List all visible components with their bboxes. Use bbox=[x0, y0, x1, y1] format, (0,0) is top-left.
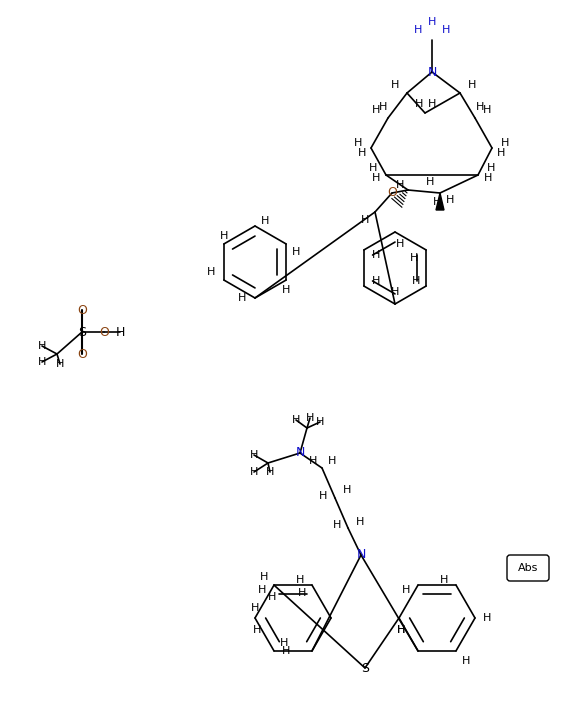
Text: H: H bbox=[372, 105, 380, 115]
Text: H: H bbox=[433, 197, 441, 207]
Text: H: H bbox=[250, 467, 258, 477]
Text: H: H bbox=[426, 177, 434, 187]
Text: H: H bbox=[250, 450, 258, 460]
Text: H: H bbox=[391, 80, 399, 90]
Text: H: H bbox=[260, 572, 268, 582]
Text: H: H bbox=[115, 325, 125, 339]
Text: H: H bbox=[268, 592, 276, 602]
Text: H: H bbox=[476, 102, 484, 112]
Text: H: H bbox=[391, 287, 399, 297]
Text: H: H bbox=[468, 80, 476, 90]
Text: H: H bbox=[440, 575, 448, 585]
Text: H: H bbox=[484, 173, 492, 183]
Text: H: H bbox=[372, 250, 380, 260]
Text: H: H bbox=[397, 625, 405, 635]
Text: H: H bbox=[446, 195, 454, 205]
Text: H: H bbox=[428, 99, 436, 109]
Text: H: H bbox=[251, 603, 259, 613]
Text: H: H bbox=[316, 417, 324, 427]
Text: H: H bbox=[280, 638, 288, 648]
Text: H: H bbox=[220, 231, 228, 241]
Text: H: H bbox=[333, 520, 341, 530]
Text: H: H bbox=[258, 585, 266, 595]
Text: H: H bbox=[38, 357, 46, 367]
Text: H: H bbox=[298, 588, 306, 598]
Text: H: H bbox=[266, 467, 274, 477]
Polygon shape bbox=[436, 193, 444, 210]
Text: H: H bbox=[379, 102, 387, 112]
Text: H: H bbox=[414, 25, 422, 35]
Text: H: H bbox=[410, 253, 418, 263]
Text: H: H bbox=[497, 148, 505, 158]
Text: H: H bbox=[261, 216, 269, 226]
Text: H: H bbox=[253, 625, 261, 635]
Text: H: H bbox=[462, 656, 470, 666]
Text: O: O bbox=[99, 325, 109, 339]
FancyBboxPatch shape bbox=[507, 555, 549, 581]
Text: H: H bbox=[282, 646, 290, 656]
Text: O: O bbox=[77, 303, 87, 317]
Text: H: H bbox=[402, 585, 410, 595]
Text: H: H bbox=[356, 517, 364, 527]
Text: H: H bbox=[358, 148, 366, 158]
Text: H: H bbox=[292, 247, 301, 257]
Text: H: H bbox=[328, 456, 336, 466]
Text: H: H bbox=[396, 180, 404, 190]
Text: H: H bbox=[343, 485, 351, 495]
Text: H: H bbox=[501, 138, 509, 148]
Text: Abs: Abs bbox=[518, 563, 538, 573]
Text: N: N bbox=[427, 66, 437, 78]
Text: H: H bbox=[415, 99, 423, 109]
Text: H: H bbox=[361, 215, 369, 225]
Text: O: O bbox=[77, 348, 87, 361]
Text: O: O bbox=[387, 187, 397, 199]
Text: H: H bbox=[207, 267, 215, 277]
Text: H: H bbox=[442, 25, 450, 35]
Text: H: H bbox=[483, 613, 491, 623]
Text: H: H bbox=[372, 276, 380, 286]
Text: H: H bbox=[354, 138, 362, 148]
Text: H: H bbox=[487, 163, 495, 173]
Text: H: H bbox=[483, 105, 491, 115]
Text: H: H bbox=[397, 625, 405, 635]
Text: N: N bbox=[357, 549, 366, 561]
Text: H: H bbox=[369, 163, 377, 173]
Text: H: H bbox=[238, 293, 246, 303]
Text: H: H bbox=[372, 173, 380, 183]
Text: H: H bbox=[319, 491, 327, 501]
Text: S: S bbox=[78, 325, 86, 339]
Text: H: H bbox=[296, 575, 304, 585]
Text: H: H bbox=[428, 17, 436, 27]
Text: H: H bbox=[306, 413, 314, 423]
Text: S: S bbox=[361, 662, 369, 674]
Text: H: H bbox=[282, 285, 290, 295]
Text: H: H bbox=[309, 456, 317, 466]
Text: N: N bbox=[295, 447, 305, 460]
Text: H: H bbox=[56, 359, 64, 369]
Text: H: H bbox=[38, 341, 46, 351]
Text: H: H bbox=[292, 415, 300, 425]
Text: H: H bbox=[396, 239, 404, 249]
Text: H: H bbox=[412, 276, 421, 286]
